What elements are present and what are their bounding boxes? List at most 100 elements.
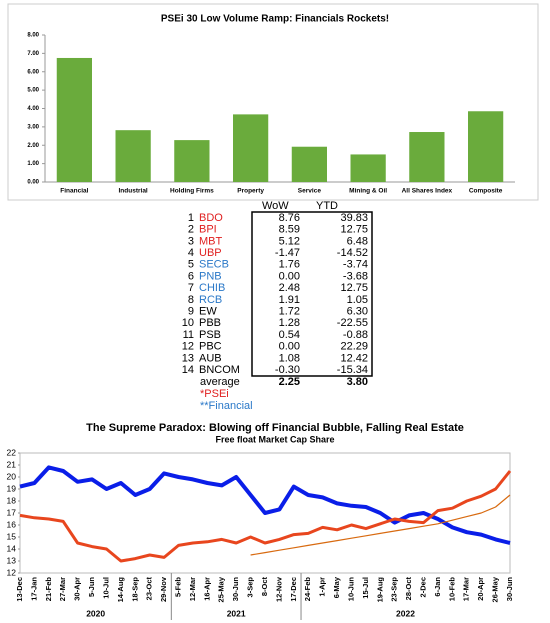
x-tick-label: 6-May — [332, 576, 341, 598]
y-tick-label: 15 — [7, 531, 17, 541]
row-rank: 3 — [188, 235, 194, 247]
bar — [291, 146, 327, 182]
x-tick-label: 28-Oct — [404, 576, 413, 600]
row-rank: 1 — [188, 212, 194, 224]
x-tick-label: 12-Nov — [274, 576, 283, 602]
average-wow: 2.25 — [279, 376, 300, 388]
y-tick-label: 19 — [7, 483, 17, 493]
x-tick-label: 27-Mar — [58, 577, 67, 601]
bar — [56, 57, 92, 182]
bar — [350, 154, 386, 182]
y-tick-label: 7.00 — [27, 51, 39, 57]
x-tick-label: 10-Feb — [447, 577, 456, 602]
x-tick-label: 17-Dec — [289, 577, 298, 602]
row-wow: 2.48 — [279, 282, 300, 294]
x-tick-label: 3-Sep — [246, 577, 255, 598]
x-tick-label: Industrial — [118, 188, 147, 195]
x-tick-label: 10-Jun — [346, 577, 355, 602]
row-ytd: 1.05 — [347, 294, 368, 306]
year-label: 2022 — [396, 608, 415, 618]
row-name: CHIB — [199, 282, 225, 294]
bar-chart-frame — [7, 3, 539, 201]
row-name: PNB — [199, 270, 222, 282]
row-name: PBC — [199, 341, 222, 353]
x-tick-label: 17-Jan — [29, 577, 38, 601]
bar-chart-title: PSEi 30 Low Volume Ramp: Financials Rock… — [161, 14, 389, 25]
row-wow: 5.12 — [279, 235, 300, 247]
y-tick-label: 8.00 — [27, 33, 39, 39]
row-name: RCB — [199, 294, 222, 306]
x-tick-label: 6-Jan — [433, 577, 442, 597]
x-tick-label: 13-Dec — [15, 577, 24, 602]
y-tick-label: 17 — [7, 507, 17, 517]
x-tick-label: 24-Feb — [303, 577, 312, 602]
row-name: PSB — [199, 329, 221, 341]
row-name: UBP — [199, 247, 222, 259]
x-tick-label: Mining & Oil — [349, 188, 387, 195]
y-tick-label: 13 — [7, 555, 17, 565]
x-tick-label: 19-Aug — [375, 577, 384, 603]
x-tick-label: 18-Sep — [130, 577, 139, 602]
row-name: BNCOM — [199, 364, 240, 376]
row-rank: 8 — [188, 294, 194, 306]
average-ytd: 3.80 — [347, 376, 368, 388]
row-wow: 8.59 — [279, 224, 300, 236]
x-tick-label: Financial — [60, 188, 88, 195]
row-ytd: -3.74 — [343, 259, 368, 271]
line-chart-title: The Supreme Paradox: Blowing off Financi… — [86, 422, 464, 434]
x-tick-label: 30-Jun — [505, 577, 514, 602]
average-label: average — [200, 376, 240, 388]
row-name: MBT — [199, 235, 223, 247]
y-tick-label: 0.00 — [27, 180, 39, 186]
y-tick-label: 1.00 — [27, 161, 39, 167]
x-tick-label: 15-Jul — [361, 577, 370, 599]
row-wow: -0.30 — [275, 364, 300, 376]
row-ytd: 12.42 — [340, 352, 368, 364]
x-tick-label: 16-Apr — [202, 577, 211, 601]
line-chart-subtitle: Free float Market Cap Share — [215, 434, 334, 444]
row-rank: 5 — [188, 259, 194, 271]
y-tick-label: 14 — [7, 543, 17, 553]
x-tick-label: 10-Jul — [101, 577, 110, 599]
bar — [233, 114, 269, 182]
row-rank: 11 — [183, 329, 194, 341]
row-name: PBB — [199, 317, 221, 329]
y-tick-label: 3.00 — [27, 124, 39, 130]
row-ytd: -3.68 — [343, 270, 368, 282]
table-header: YTD — [316, 200, 338, 212]
row-name: BDO — [199, 212, 223, 224]
x-tick-label: 14-Aug — [116, 577, 125, 603]
row-wow: 0.00 — [279, 270, 300, 282]
row-wow: 1.28 — [279, 317, 300, 329]
row-wow: 1.91 — [279, 294, 300, 306]
y-tick-label: 4.00 — [27, 106, 39, 112]
row-ytd: -0.88 — [343, 329, 368, 341]
note: *PSEi — [200, 388, 229, 400]
x-tick-label: 29-Nov — [159, 576, 168, 602]
row-rank: 6 — [188, 270, 194, 282]
row-name: AUB — [199, 352, 222, 364]
x-tick-label: 8-Oct — [260, 576, 269, 596]
bar — [115, 130, 151, 182]
bar — [468, 111, 504, 182]
row-rank: 10 — [182, 317, 194, 329]
x-tick-label: 2-Dec — [419, 577, 428, 597]
x-tick-label: 5-Feb — [174, 577, 183, 597]
row-ytd: 6.30 — [347, 306, 368, 318]
row-name: EW — [199, 306, 217, 318]
row-rank: 7 — [188, 282, 194, 294]
row-wow: 1.08 — [279, 352, 300, 364]
x-tick-label: 23-Sep — [390, 577, 399, 602]
row-ytd: 6.48 — [347, 235, 368, 247]
row-rank: 13 — [182, 352, 194, 364]
row-rank: 9 — [188, 306, 194, 318]
x-tick-label: 26-May — [491, 576, 500, 602]
bar — [409, 132, 445, 182]
row-wow: -1.47 — [275, 247, 300, 259]
row-rank: 12 — [182, 341, 194, 353]
row-wow: 0.00 — [279, 341, 300, 353]
y-tick-label: 20 — [7, 471, 17, 481]
x-tick-label: Composite — [469, 188, 503, 195]
x-tick-label: 12-Mar — [188, 577, 197, 601]
